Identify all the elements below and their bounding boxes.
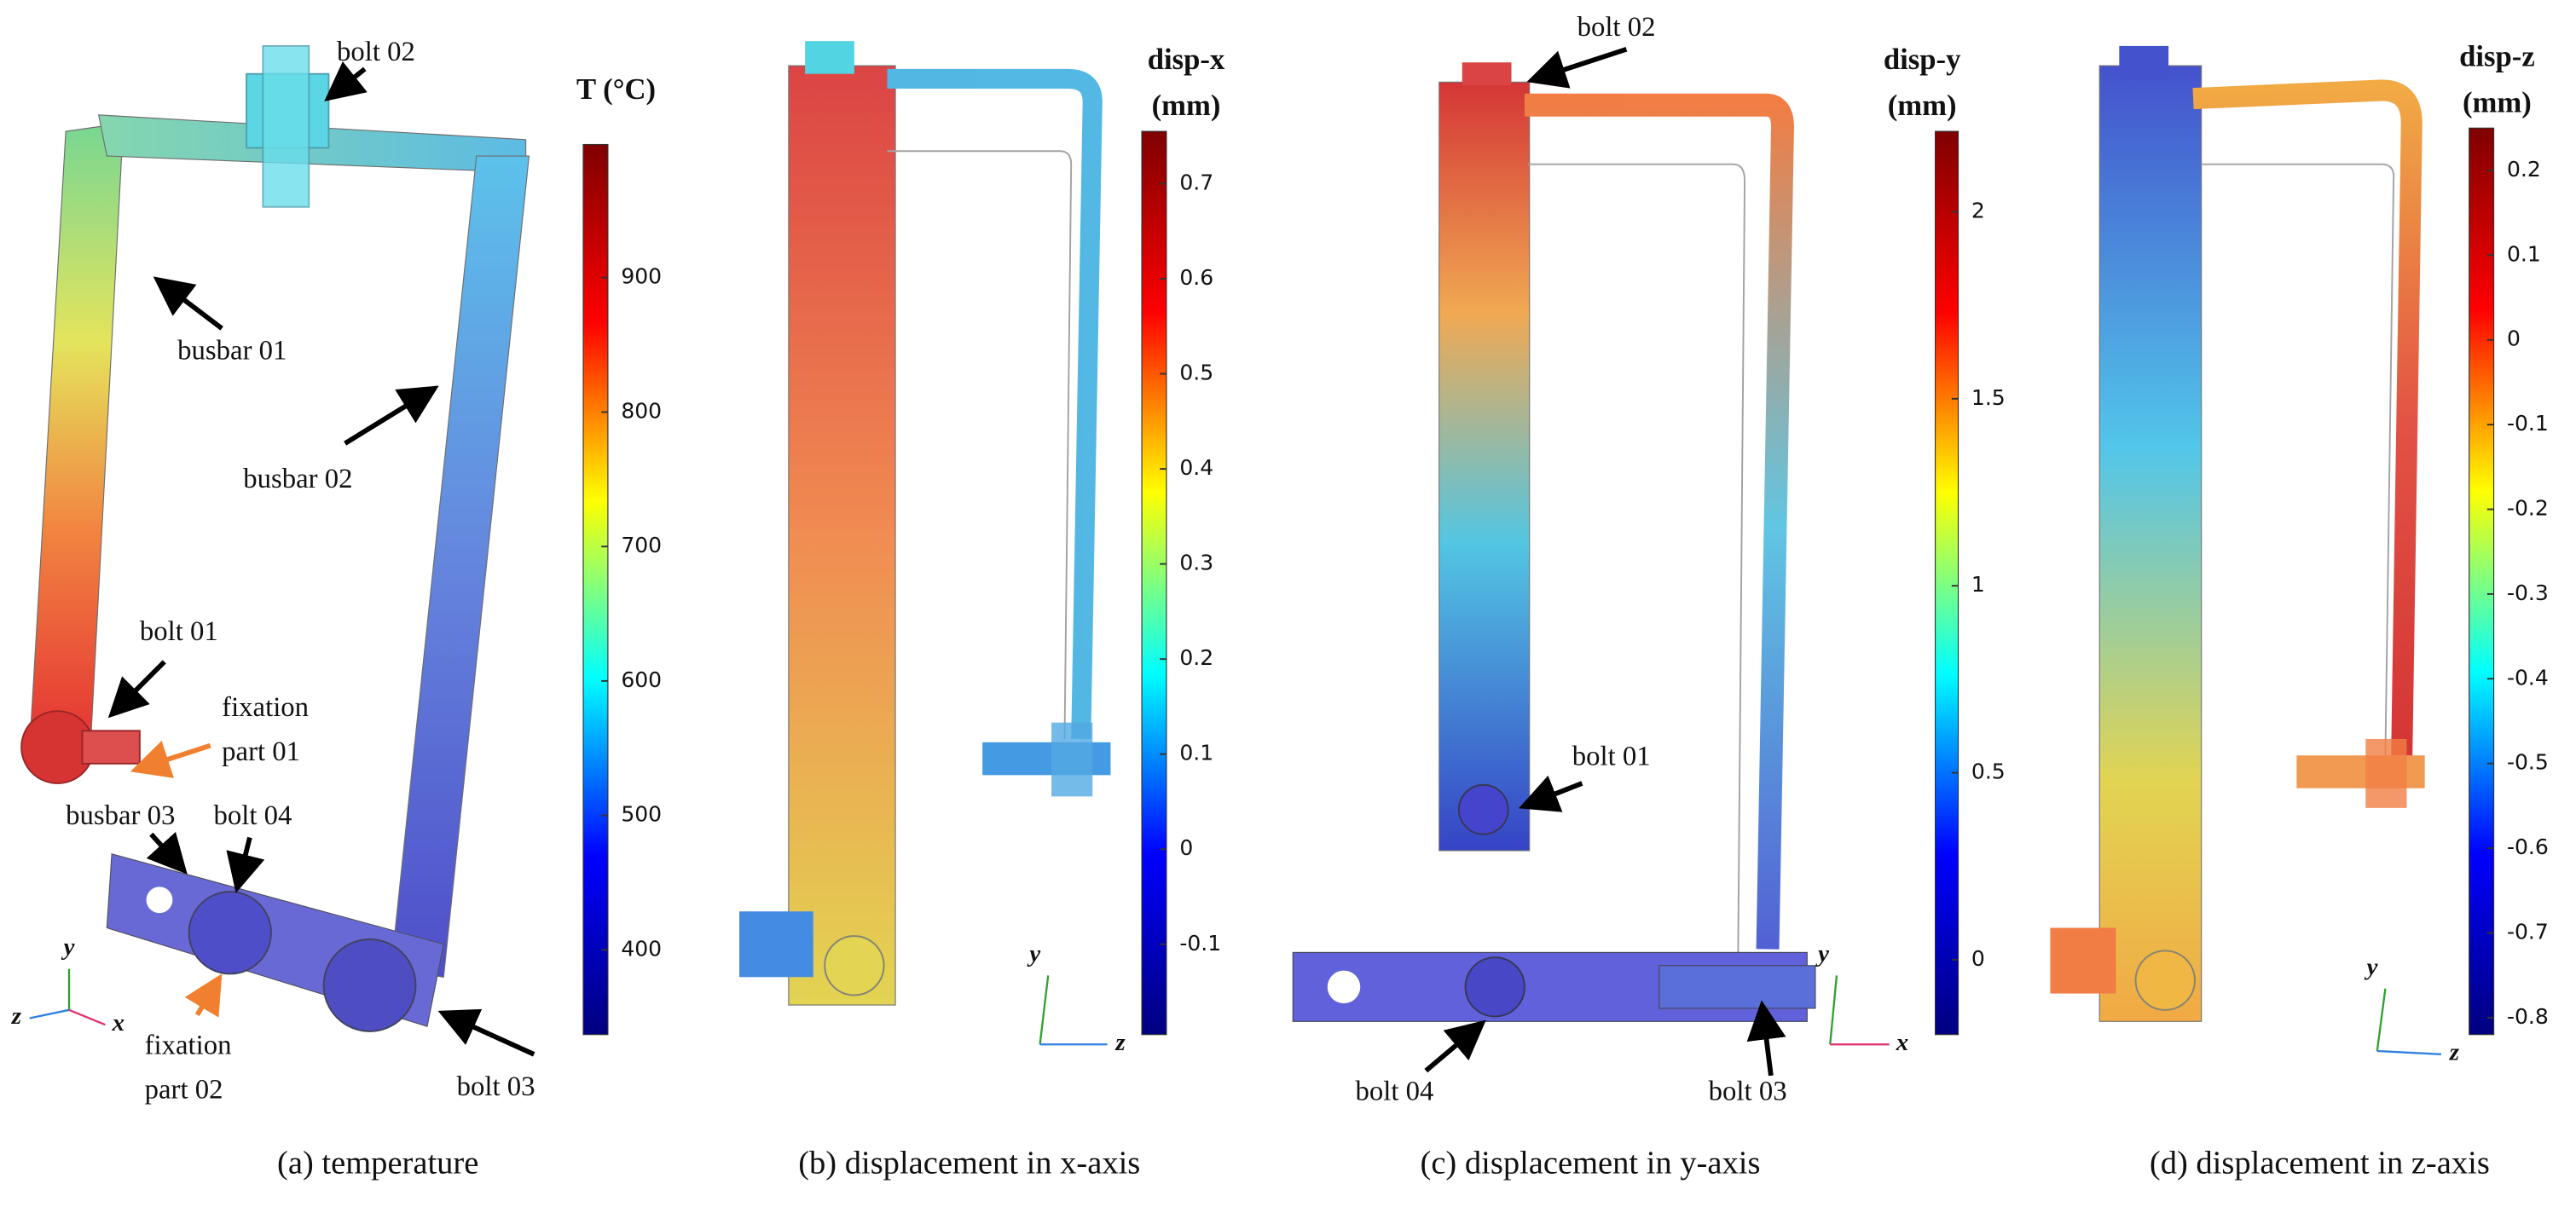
annotation-arrow — [344, 385, 439, 446]
colorbar-tick-label: 700 — [621, 533, 662, 557]
axis-triad-label: y — [2365, 953, 2378, 980]
colorbar-tick-label: 1.5 — [1971, 385, 2006, 410]
colorbar — [2469, 127, 2495, 1036]
annotation-arrow — [324, 61, 368, 101]
colorbar-tick-label: -0.4 — [2507, 665, 2549, 690]
axis-triad-label: y — [61, 933, 75, 961]
colorbar-tick-label: 600 — [621, 667, 662, 692]
render-b — [739, 41, 1111, 1006]
colorbar-tick-label: 0.7 — [1179, 170, 1213, 194]
annotation: busbar 01 — [177, 336, 287, 367]
colorbar-title: (mm) — [2463, 86, 2532, 118]
annotation-arrow — [1424, 1019, 1486, 1073]
render-a — [20, 44, 530, 1032]
annotation: bolt 03 — [1709, 1077, 1787, 1107]
annotation-arrow — [437, 1008, 535, 1057]
axis-triad — [2376, 988, 2387, 1052]
colorbar-tick-label: 0 — [2507, 326, 2521, 351]
annotation: fixation — [222, 692, 309, 723]
caption: (b) displacement in x-axis — [798, 1146, 1140, 1181]
annotation: busbar 03 — [66, 800, 175, 831]
annotation-arrow — [1746, 1000, 1786, 1077]
colorbar-tick-label: -0.3 — [2507, 580, 2549, 605]
colorbar-tick-label: 0.1 — [1179, 741, 1213, 765]
colorbar-tick-label: -0.8 — [2507, 1004, 2549, 1029]
colorbar-tick-label: 900 — [621, 264, 662, 289]
colorbar-tick-label: 0.3 — [1179, 551, 1213, 575]
colorbar-tick-label: -0.1 — [1179, 931, 1221, 956]
colorbar-tick-label: -0.1 — [2507, 411, 2549, 436]
axis-triad — [68, 1008, 106, 1026]
colorbar-tick-label: 0.5 — [1179, 361, 1213, 385]
annotation-arrow — [1519, 775, 1583, 812]
colorbar-tick-label: 800 — [621, 398, 662, 423]
annotation-arrow — [1526, 47, 1628, 89]
colorbar-title: (mm) — [1888, 90, 1957, 122]
axis-triad-label: z — [11, 1002, 22, 1030]
colorbar-tick-label: -0.6 — [2507, 835, 2549, 859]
render-d — [2050, 45, 2425, 1022]
annotation: bolt 04 — [214, 800, 292, 831]
colorbar-title: disp-y — [1884, 43, 1961, 76]
panel: -0.8 -0.7 -0.6 -0.5 -0.4 -0.3 -0.2 -0.1 0 0.1 0.2 d… — [2150, 40, 2549, 1181]
annotation: bolt 01 — [1572, 742, 1651, 772]
annotation: fixation — [145, 1031, 232, 1061]
annotation-arrow — [107, 660, 166, 719]
render-c — [1292, 62, 1816, 1022]
caption: (c) displacement in y-axis — [1421, 1146, 1761, 1181]
panel: 400 500 600 700 800 900 T (°C) (a) temperature b… — [11, 37, 662, 1181]
axis-triad-label: y — [1815, 940, 1829, 967]
colorbar-tick-label: 0.4 — [1179, 455, 1213, 480]
colorbar-tick-label: 2 — [1971, 198, 1985, 222]
colorbar-tick-label: -0.2 — [2507, 496, 2549, 521]
annotation-arrow — [130, 740, 211, 778]
annotation: bolt 02 — [1577, 12, 1656, 43]
annotation: part 01 — [222, 736, 300, 767]
annotation: bolt 02 — [337, 37, 415, 67]
axis-triad — [29, 1008, 70, 1019]
annotation: bolt 04 — [1355, 1077, 1433, 1107]
colorbar-tick-label: -0.7 — [2507, 919, 2549, 944]
colorbar-tick-label: 0.5 — [1971, 759, 2006, 784]
colorbar-tick-label: -0.5 — [2507, 750, 2549, 775]
axis-triad-label: z — [1114, 1029, 1126, 1056]
panel: 0 0.5 1 1.5 2 disp-y (mm) (c) displacement in y… — [1355, 12, 2005, 1181]
colorbar-title: T (°C) — [576, 73, 656, 106]
panel: -0.1 0 0.1 0.2 0.3 0.4 0.5 0.6 0.7 disp-x (mm) (b) … — [798, 43, 1225, 1181]
axis-triad-label: z — [2449, 1038, 2460, 1066]
colorbar-title: (mm) — [1152, 90, 1221, 122]
annotation: part 02 — [145, 1075, 223, 1106]
colorbar — [1934, 130, 1959, 1036]
colorbar — [1141, 130, 1167, 1036]
colorbar-tick-label: 0.2 — [1179, 645, 1213, 670]
colorbar-tick-label: 0 — [1179, 835, 1193, 860]
annotation-arrow — [146, 831, 188, 875]
axis-triad-label: x — [112, 1009, 124, 1037]
annotation: bolt 01 — [140, 616, 218, 647]
colorbar-tick-label: 0.6 — [1179, 265, 1213, 290]
colorbar-tick-label: 0.1 — [2507, 241, 2541, 266]
axis-triad — [1039, 975, 1050, 1045]
annotation-arrow — [226, 836, 265, 893]
axis-triad — [2376, 1049, 2441, 1055]
colorbar-tick-label: 400 — [621, 936, 662, 961]
axis-triad — [1829, 975, 1838, 1045]
colorbar-tick-label: 1 — [1971, 572, 1985, 597]
colorbar-tick-label: 500 — [621, 802, 662, 827]
annotation: busbar 02 — [243, 464, 352, 494]
axis-triad-label: x — [1896, 1029, 1908, 1056]
caption: (d) displacement in z-axis — [2150, 1146, 2490, 1181]
colorbar-tick-label: 0.2 — [2507, 157, 2541, 182]
colorbar — [582, 143, 609, 1036]
colorbar-title: disp-z — [2459, 40, 2535, 72]
colorbar-title: disp-x — [1148, 43, 1225, 76]
annotation-arrow — [153, 276, 223, 331]
colorbar-tick-label: 0 — [1971, 946, 1985, 971]
annotation-arrow — [184, 973, 223, 1018]
axis-triad-label: y — [1027, 940, 1040, 967]
caption: (a) temperature — [277, 1146, 478, 1181]
annotation: bolt 03 — [457, 1071, 535, 1102]
